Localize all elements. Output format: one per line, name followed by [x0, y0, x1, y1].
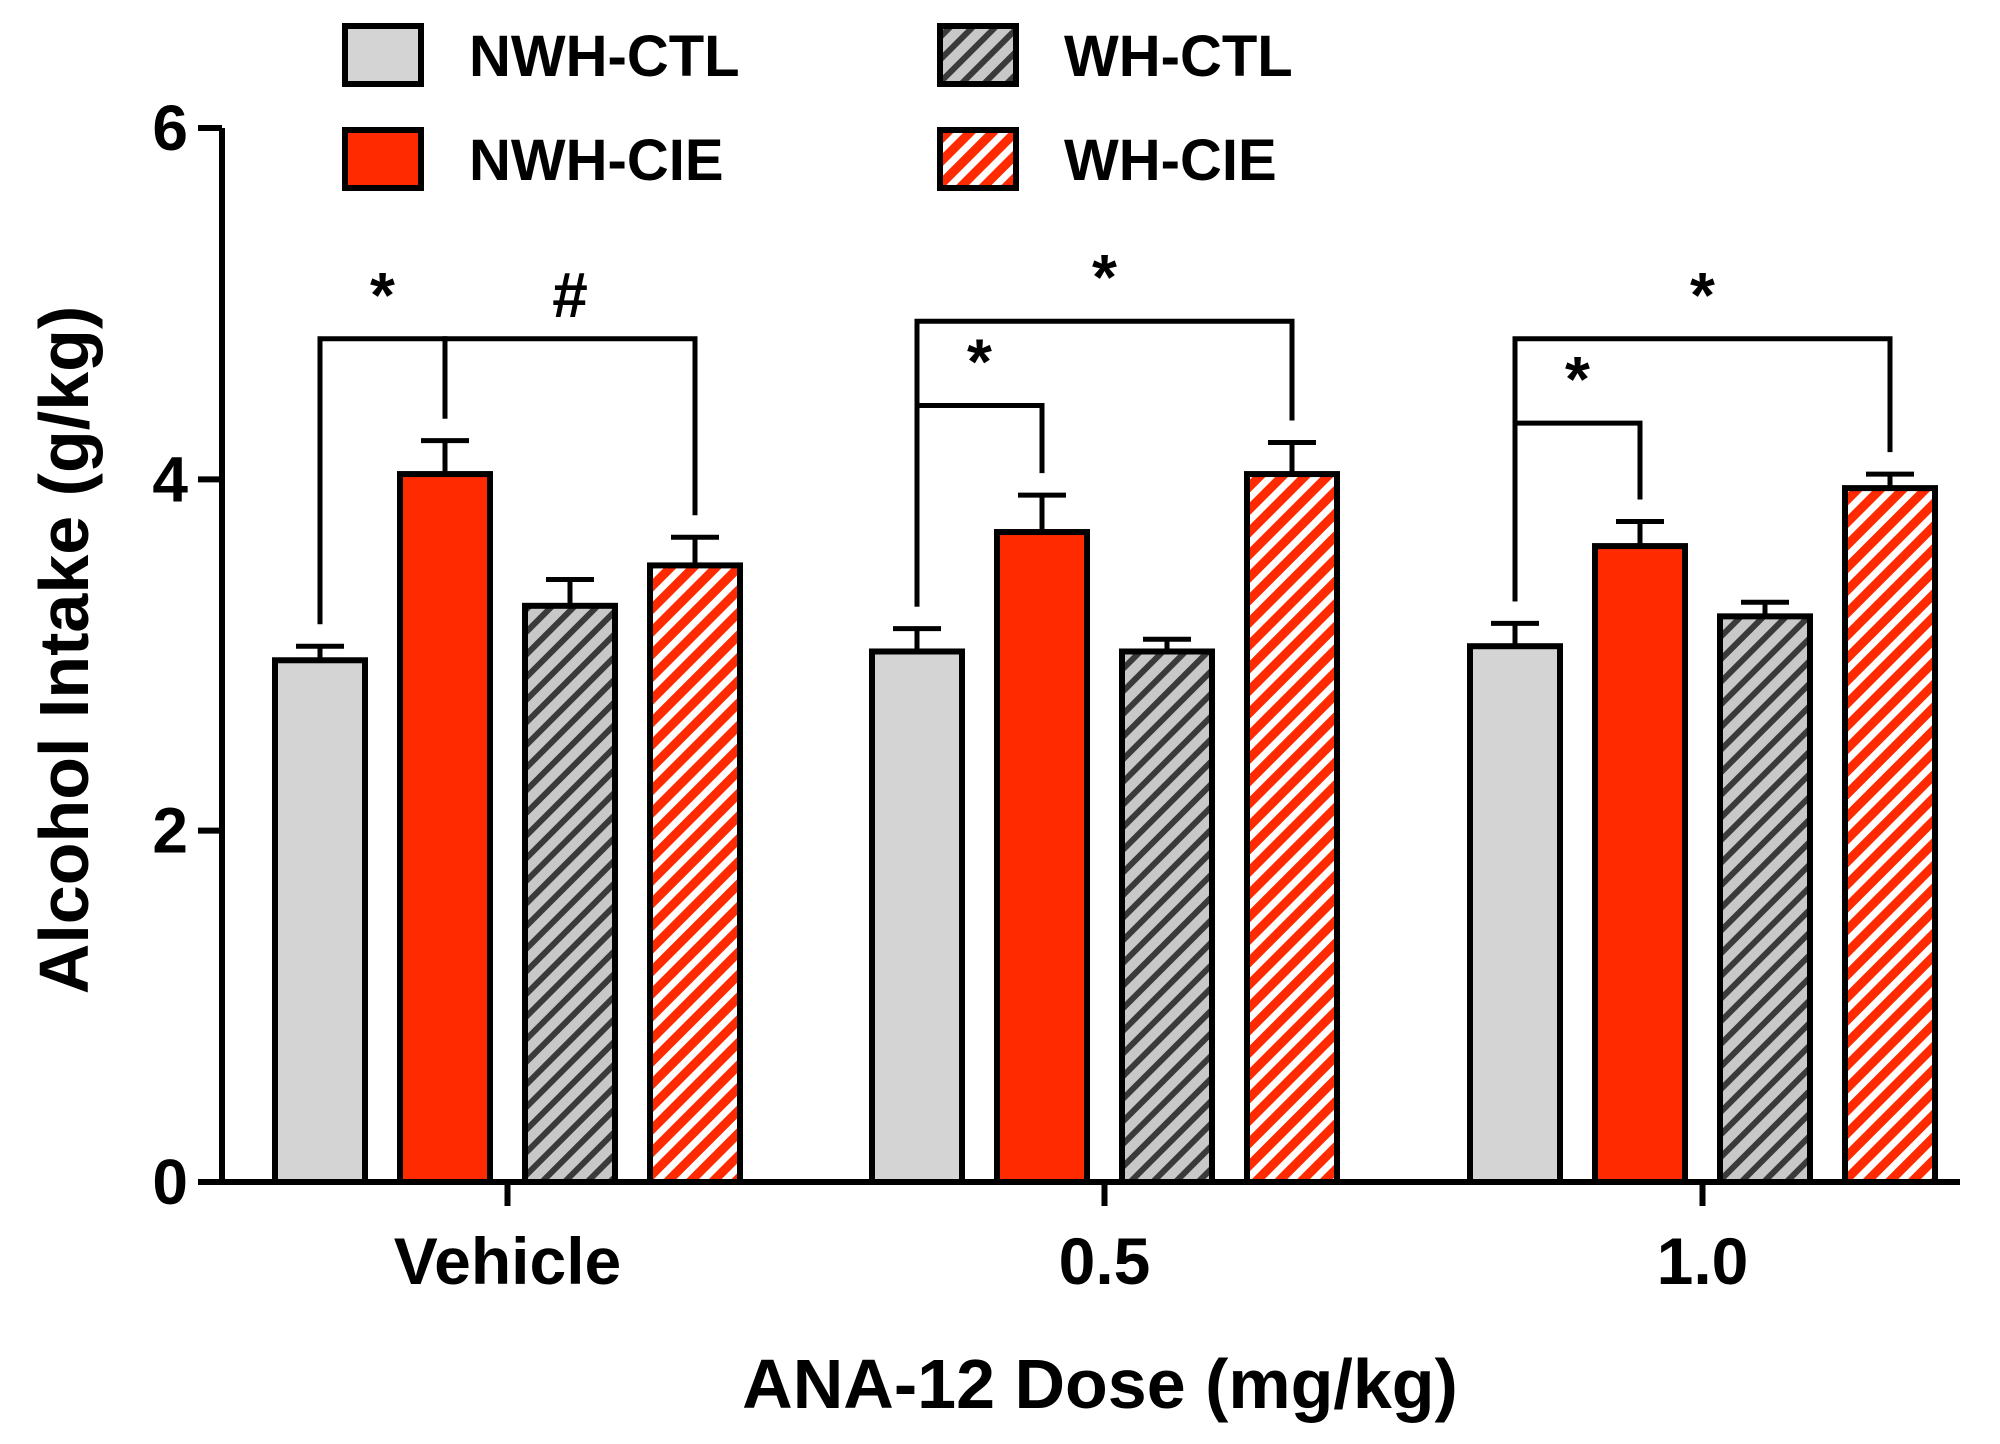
legend-swatch — [342, 127, 424, 191]
y-tick-label: 0 — [152, 1146, 188, 1218]
significance-annotations: * # * * * * — [317, 241, 1893, 625]
significance-label: * — [370, 259, 395, 331]
bar — [1842, 485, 1938, 1186]
y-axis: 0 2 4 6 — [152, 92, 225, 1218]
significance-label: * — [967, 326, 992, 398]
x-axis-title: ANA-12 Dose (mg/kg) — [742, 1345, 1458, 1423]
significance-bracket — [1512, 336, 1893, 602]
significance-bracket — [914, 318, 1295, 607]
legend-label: NWH-CTL — [469, 24, 740, 89]
bar — [1244, 471, 1340, 1185]
y-tick-label: 6 — [152, 92, 188, 164]
significance-label: # — [552, 259, 588, 331]
bar — [1592, 543, 1688, 1185]
significance-label: * — [1565, 343, 1590, 415]
bar — [1119, 648, 1215, 1185]
bar — [1467, 643, 1563, 1185]
y-tick-label: 2 — [152, 795, 188, 867]
legend-swatch — [937, 127, 1019, 191]
x-category-label: 0.5 — [1059, 1224, 1151, 1298]
legend-label: WH-CIE — [1064, 128, 1277, 193]
significance-bracket — [442, 336, 698, 516]
legend-label: NWH-CIE — [469, 128, 724, 193]
bar — [869, 648, 965, 1185]
y-tick-label: 4 — [152, 443, 188, 515]
legend-swatch — [937, 23, 1019, 87]
bars — [272, 438, 1938, 1186]
bar — [272, 657, 368, 1185]
bar — [522, 602, 618, 1185]
bar — [397, 471, 493, 1185]
x-category-label: 1.0 — [1657, 1224, 1749, 1298]
legend-swatch — [342, 23, 424, 87]
bar — [647, 562, 743, 1185]
bar — [994, 529, 1090, 1185]
significance-label: * — [1092, 241, 1117, 313]
y-axis-title: Alcohol Intake (g/kg) — [25, 306, 103, 994]
legend-label: WH-CTL — [1064, 24, 1293, 89]
x-category-label: Vehicle — [394, 1224, 622, 1298]
bar — [1717, 613, 1813, 1185]
legend: NWH-CTL WH-CTL NWH-CIE WH-CIE — [342, 23, 1293, 193]
significance-label: * — [1690, 259, 1715, 331]
x-axis: Vehicle 0.5 1.0 — [219, 1179, 1960, 1298]
